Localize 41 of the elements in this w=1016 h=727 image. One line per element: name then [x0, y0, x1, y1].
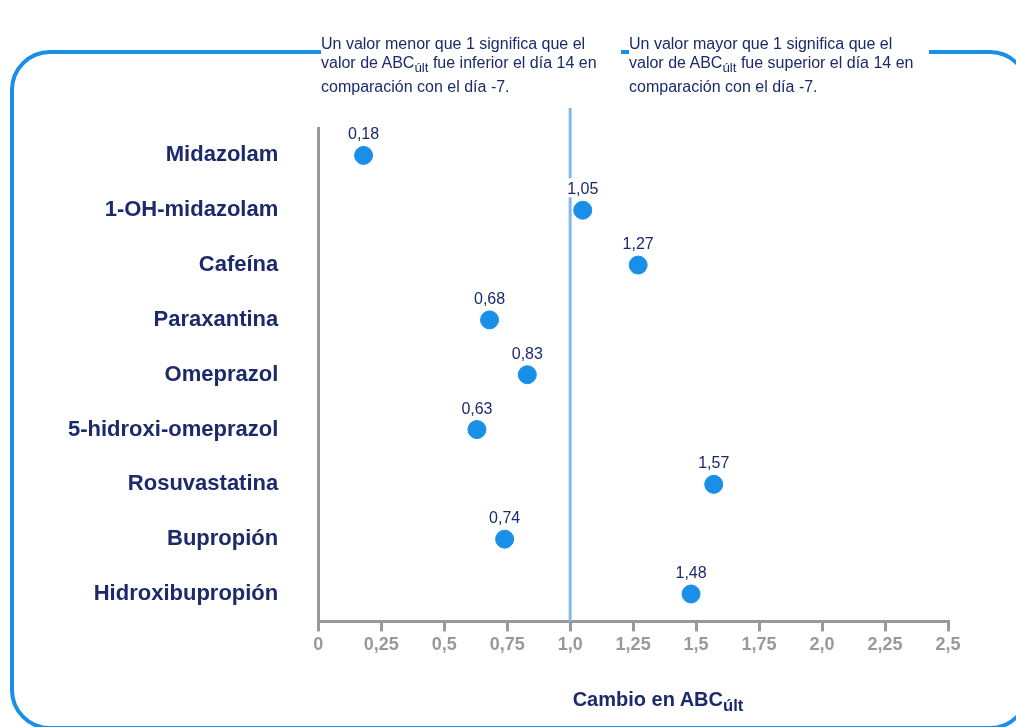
- y-tick-label: Midazolam: [165, 141, 279, 167]
- x-tick-label: 2,5: [935, 634, 961, 655]
- data-label: 1,57: [698, 454, 730, 472]
- y-tick-label: Bupropión: [167, 525, 279, 551]
- x-tick-label: 0,5: [431, 634, 457, 655]
- y-tick-label: 5-hidroxi-omeprazol: [68, 415, 279, 441]
- x-tick-label: 0,25: [363, 634, 399, 655]
- data-label: 0,83: [511, 344, 543, 362]
- data-label: 1,48: [675, 563, 707, 581]
- x-tick-label: 1,75: [741, 634, 777, 655]
- y-tick-label: Omeprazol: [164, 360, 279, 386]
- y-tick-label: Paraxantina: [153, 305, 279, 331]
- data-label: 0,74: [489, 509, 521, 527]
- point: [628, 255, 648, 275]
- point: [467, 420, 487, 440]
- data-label: 1,27: [622, 235, 654, 253]
- data-label: 0,68: [473, 289, 506, 307]
- x-tick-label: 1,0: [557, 634, 583, 655]
- y-tick-label: Hidroxibupropión: [93, 580, 279, 606]
- y-tick-label: 1-OH-midazolam: [104, 196, 279, 222]
- x-tick-label: 1,25: [615, 634, 651, 655]
- point: [704, 474, 724, 494]
- point: [495, 529, 515, 549]
- point: [480, 310, 500, 330]
- y-tick-label: Rosuvastatina: [127, 470, 279, 496]
- x-tick-label: 2,25: [867, 634, 903, 655]
- x-axis-title: Cambio en ABC$_{últ}$: [571, 688, 745, 716]
- text: Un valor menor que 1 significa que el valor de ABC$_{últ}$ fue inferior el día 14 en comparación con el día -7.: [321, 34, 621, 97]
- data-label: 0,18: [348, 125, 380, 143]
- point: [517, 365, 537, 385]
- data-label: 1,05: [567, 180, 599, 198]
- x-tick-label: 0: [313, 634, 324, 655]
- point: [354, 145, 374, 165]
- data-label: 0,63: [461, 399, 493, 417]
- x-tick-label: 1,5: [683, 634, 709, 655]
- point: [573, 200, 593, 220]
- text: Un valor mayor que 1 significa que el valor de ABC$_{últ}$ fue superior el día 14 en comparación con el día -7.: [629, 34, 929, 97]
- x-tick-label: 0,75: [489, 634, 525, 655]
- y-tick-label: Cafeína: [198, 251, 279, 277]
- x-tick-label: 2,0: [809, 634, 835, 655]
- point: [681, 584, 701, 604]
